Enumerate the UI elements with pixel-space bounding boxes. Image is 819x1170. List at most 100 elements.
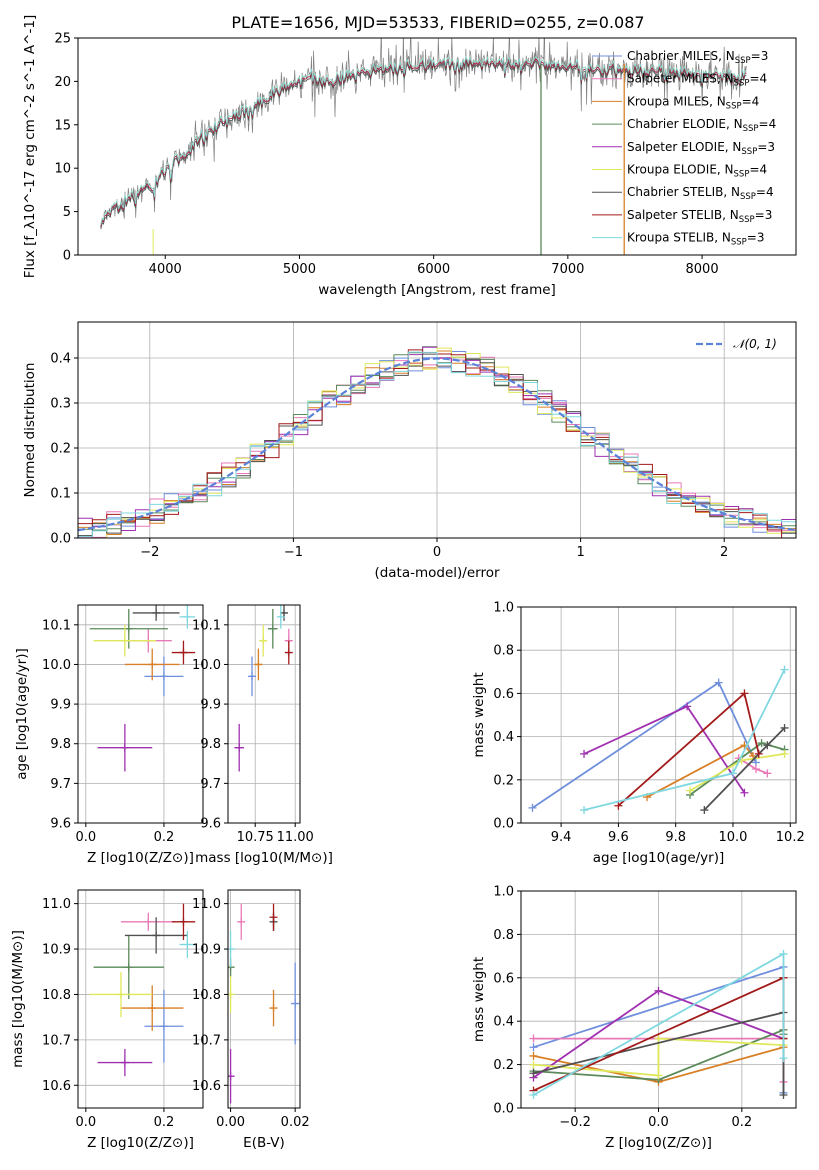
- data-point: [179, 917, 188, 926]
- y-tick-label: 0.0: [493, 1102, 514, 1117]
- y-tick-label: 10: [54, 162, 71, 177]
- data-point: [269, 1004, 278, 1013]
- y-tick-label: 10.6: [192, 1079, 221, 1094]
- legend-nssp-value: 4: [752, 94, 760, 108]
- data-point: [120, 1058, 129, 1067]
- x-tick-label: 0.0: [648, 1115, 669, 1130]
- weight-marker: [763, 769, 772, 778]
- y-axis-label: mass weight: [471, 672, 487, 757]
- weight-marker: [763, 741, 772, 750]
- y-axis-label: Flux [f_λ10^-17 erg cm^-2 s^-1 A^-1]: [22, 15, 38, 278]
- y-axis-label: mass [log10(M/M⊙)]: [10, 930, 26, 1068]
- weight-marker: [700, 806, 709, 815]
- weight-marker: [740, 689, 749, 698]
- normal-curve: [78, 357, 796, 532]
- y-tick-label: 0.8: [493, 644, 514, 659]
- weight-marker: [751, 765, 760, 773]
- weight-marker: [614, 801, 623, 810]
- y-tick-label: 20: [54, 75, 71, 90]
- x-tick-label: 9.8: [665, 830, 686, 845]
- age-vs-Z-marks: [89, 605, 196, 772]
- model-spectrum-8: [100, 55, 747, 225]
- y-axis-label: Normed distribution: [22, 363, 38, 498]
- weight-marker: [780, 723, 789, 732]
- x-tick-label: 10.0: [719, 830, 748, 845]
- data-point: [284, 648, 293, 657]
- y-tick-label: 10.1: [192, 618, 221, 633]
- legend-nssp-value: 4: [766, 185, 774, 199]
- legend-nssp-eq: =: [756, 185, 766, 199]
- weight-marker: [529, 1060, 538, 1069]
- x-axis-label: E(B-V): [243, 1135, 285, 1151]
- spectrum-panel: 4000 5000 6000 7000 8000 0 5 10 15 20 25 wavelength…: [22, 15, 797, 298]
- legend-nssp-prefix: , N: [717, 72, 734, 86]
- y-tick-label: 9.7: [50, 777, 71, 792]
- x-tick-label: 0.00: [216, 1115, 245, 1130]
- x-axis-label: Z [log10(Z/Z⊙)]: [87, 850, 194, 866]
- weight-marker: [529, 1069, 538, 1078]
- weight-marker: [528, 803, 537, 812]
- data-point: [148, 1004, 157, 1013]
- y-tick-label: 25: [54, 32, 71, 47]
- legend-nssp-prefix: , N: [714, 231, 731, 245]
- weight-marker: [683, 702, 692, 711]
- y-tick-label: 10.7: [192, 1033, 221, 1048]
- data-point: [152, 931, 161, 940]
- y-tick-label: 9.7: [200, 777, 221, 792]
- y-tick-label: 10.9: [42, 943, 71, 958]
- weight-vs-age-panel: 9.4 9.6 9.8 10.0 10.2 0.0 0.2 0.4 0.6 0.8 1.0 age […: [471, 601, 805, 867]
- data-point: [124, 624, 133, 633]
- legend-label: Salpeter MILES, NSSP=4: [627, 72, 767, 89]
- legend-nssp-sub: SSP: [739, 215, 755, 225]
- legend-nssp-prefix: , N: [723, 185, 740, 199]
- data-point: [235, 743, 244, 752]
- x-tick-label: 0.2: [154, 830, 175, 845]
- legend-nssp-sub: SSP: [741, 147, 757, 157]
- legend-label: Chabrier STELIB, NSSP=4: [627, 185, 774, 202]
- legend-nssp-prefix: , N: [709, 94, 726, 108]
- legend-nssp-value: 4: [760, 163, 768, 177]
- y-tick-label: 11.0: [42, 897, 71, 912]
- x-axis-label: wavelength [Angstrom, rest frame]: [318, 282, 556, 298]
- data-point: [228, 1072, 235, 1081]
- mass-vs-ebv-panel: 0.00 0.02 10.6 10.7 10.8 10.9 11.0 E(B-V): [192, 889, 310, 1151]
- y-axis-label: age [log10(age/yr)]: [14, 648, 30, 780]
- y-tick-label: 10.0: [192, 658, 221, 673]
- legend-nssp-sub: SSP: [735, 56, 751, 66]
- legend-nssp-value: 4: [760, 72, 768, 86]
- data-point: [120, 743, 129, 752]
- legend-nssp-value: 3: [757, 231, 765, 245]
- legend-nssp-value: 4: [769, 117, 777, 131]
- axes-frame: [77, 889, 204, 1109]
- y-tick-label: 0.1: [50, 487, 71, 502]
- y-tick-label: 1.0: [493, 601, 514, 616]
- y-tick-label: 9.6: [50, 817, 71, 832]
- normal-legend-label: 𝒩(0, 1): [733, 337, 777, 351]
- weight-marker: [686, 786, 695, 795]
- y-axis-label: mass weight: [471, 957, 487, 1042]
- weight-marker: [779, 949, 788, 958]
- y-tick-label: 15: [54, 118, 71, 133]
- data-point: [291, 999, 300, 1008]
- data-point: [144, 917, 153, 926]
- weight-marker: [580, 749, 589, 758]
- x-tick-label: 5000: [283, 262, 316, 277]
- data-point: [124, 963, 133, 972]
- weight-marker: [740, 788, 749, 797]
- legend-nssp-eq: =: [751, 49, 761, 63]
- y-tick-label: 10.9: [192, 943, 221, 958]
- y-tick-label: 0.4: [493, 1015, 514, 1030]
- x-tick-label: 0.0: [75, 1115, 96, 1130]
- x-tick-label: −0.2: [559, 1115, 591, 1130]
- x-tick-label: 9.4: [551, 830, 572, 845]
- weight-vs-age-marks: [528, 665, 789, 815]
- legend-series-name: Salpeter STELIB: [627, 208, 722, 222]
- x-tick-label: 0.2: [731, 1115, 752, 1130]
- data-point: [152, 608, 161, 617]
- x-axis-label: age [log10(age/yr)]: [593, 850, 725, 866]
- legend-series-name: Kroupa STELIB: [627, 231, 714, 245]
- legend-nssp-prefix: , N: [718, 49, 735, 63]
- x-tick-label: −1: [284, 545, 303, 560]
- weight-marker: [580, 806, 589, 815]
